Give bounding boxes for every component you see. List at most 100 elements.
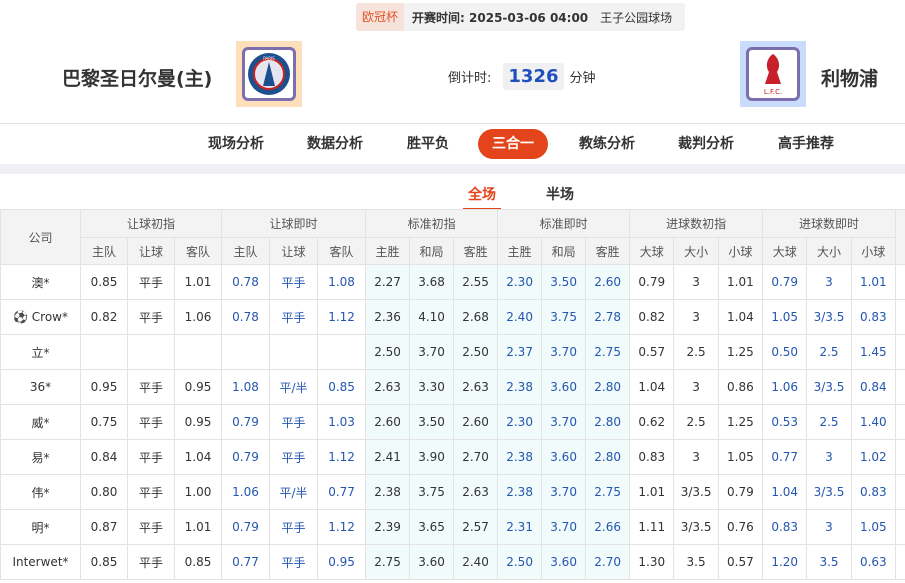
table-row[interactable]: 澳* 0.85 平手 1.01 0.78 平手 1.08 2.27 3.68 2.55 2.30 3.… <box>0 264 905 300</box>
company-header: 公司 <box>0 209 81 265</box>
odds-cell: 1.05 <box>850 509 896 545</box>
tab-data-analysis[interactable]: 数据分析 <box>307 136 363 152</box>
group-header: 让球即时 <box>221 209 367 238</box>
odds-cell: 0.83 <box>762 509 808 545</box>
odds-cell: 3.30 <box>409 369 454 405</box>
table-row[interactable]: Interwet* 0.85 平手 0.85 0.77 平手 0.95 2.75 3.60 2.4… <box>0 544 905 580</box>
odds-cell: 3.75 <box>409 474 454 510</box>
odds-cell: 3/3.5 <box>806 474 852 510</box>
odds-cell: 0.86 <box>717 369 764 405</box>
tab-expert-picks[interactable]: 高手推荐 <box>778 136 834 152</box>
table-row[interactable]: ⚽ Crow* 0.82 平手 1.06 0.78 平手 1.12 2.36 4.10 2.68 2… <box>0 299 905 335</box>
odds-cell: 1.04 <box>717 299 764 335</box>
odds-cell: 1.06 <box>173 299 223 335</box>
odds-cell: 0.95 <box>173 369 223 405</box>
odds-cell: 3.60 <box>541 369 586 405</box>
company-name: 36* <box>29 380 52 394</box>
tab-three-in-one[interactable]: 三合一 <box>478 129 548 159</box>
company-cell[interactable]: 立* <box>0 334 81 370</box>
odds-cell <box>173 334 223 370</box>
sub-header: 客胜 <box>585 237 631 265</box>
odds-cell: 0.79 <box>221 404 271 440</box>
sub-header: 主胜 <box>497 237 543 265</box>
odds-cell: 平手 <box>127 474 175 510</box>
group-header: 进球数初指 <box>629 209 764 238</box>
odds-cell: 1.02 <box>850 439 896 475</box>
odds-cell: 1.40 <box>850 404 896 440</box>
competition-badge[interactable]: 欧冠杯 <box>356 3 405 31</box>
odds-cell: 3 <box>673 369 719 405</box>
odds-cell: 2.38 <box>497 474 543 510</box>
odds-cell: 2.40 <box>497 299 543 335</box>
table-row[interactable]: 威* 0.75 平手 0.95 0.79 平手 1.03 2.60 3.50 2.60 2.30 3.… <box>0 404 905 440</box>
company-cell[interactable]: Interwet* <box>0 544 81 580</box>
extra-column <box>894 209 905 265</box>
odds-cell: 3 <box>673 264 719 300</box>
psg-crest-icon: PARIS <box>248 53 290 95</box>
sub-header: 和局 <box>409 237 454 265</box>
tab-win-draw-loss[interactable]: 胜平负 <box>407 136 449 152</box>
odds-cell: 0.79 <box>221 509 271 545</box>
odds-cell: 2.60 <box>453 404 499 440</box>
company-cell[interactable]: ⚽ Crow* <box>0 299 81 335</box>
odds-cell: 平手 <box>127 264 175 300</box>
subtab-full-time[interactable]: 全场 <box>463 184 501 211</box>
odds-cell: 1.20 <box>762 544 808 580</box>
sub-header: 让球 <box>269 237 318 265</box>
odds-cell: 平手 <box>269 299 318 335</box>
odds-cell: 0.77 <box>221 544 271 580</box>
company-cell[interactable]: 伟* <box>0 474 81 510</box>
odds-cell: 2.31 <box>497 509 543 545</box>
table-row[interactable]: 易* 0.84 平手 1.04 0.79 平手 1.12 2.41 3.90 2.70 2.38 3.… <box>0 439 905 475</box>
away-team-name[interactable]: 利物浦 <box>821 68 879 90</box>
odds-cell: 0.82 <box>80 299 128 335</box>
table-row[interactable]: 36* 0.95 平手 0.95 1.08 平/半 0.85 2.63 3.30 2.63 2.38… <box>0 369 905 405</box>
odds-cell: 3/3.5 <box>673 509 719 545</box>
odds-cell: 0.82 <box>629 299 675 335</box>
tab-referee-analysis[interactable]: 裁判分析 <box>678 136 734 152</box>
sub-header: 大小 <box>806 237 852 265</box>
subtab-half-time[interactable]: 半场 <box>546 187 574 203</box>
company-cell[interactable]: 威* <box>0 404 81 440</box>
odds-cell: 0.77 <box>317 474 367 510</box>
table-row[interactable]: 立* 2.50 3.70 2.50 2.37 3.70 2.75 0.57 2.5 1.25 0.5… <box>0 334 905 370</box>
odds-cell: 3.50 <box>409 404 454 440</box>
odds-cell <box>317 334 367 370</box>
sub-header: 大球 <box>629 237 675 265</box>
away-team-logo[interactable]: L.F.C. <box>740 41 806 107</box>
table-row[interactable]: 明* 0.87 平手 1.01 0.79 平手 1.12 2.39 3.65 2.57 2.31 3.… <box>0 509 905 545</box>
odds-cell: 3.5 <box>806 544 852 580</box>
odds-cell: 1.01 <box>173 264 223 300</box>
company-cell[interactable]: 澳* <box>0 264 81 300</box>
tab-live-analysis[interactable]: 现场分析 <box>208 136 264 152</box>
company-cell[interactable]: 明* <box>0 509 81 545</box>
venue: 王子公园球场 <box>600 10 673 25</box>
analysis-nav: 现场分析 数据分析 胜平负 三合一 教练分析 裁判分析 高手推荐 <box>0 129 905 159</box>
odds-cell: 平/半 <box>269 474 318 510</box>
table-row[interactable]: 伟* 0.80 平手 1.00 1.06 平/半 0.77 2.38 3.75 2.63 2.38 3… <box>0 474 905 510</box>
odds-cell: 2.37 <box>497 334 543 370</box>
odds-cell: 3.65 <box>409 509 454 545</box>
odds-cell: 2.80 <box>585 439 631 475</box>
odds-cell: 2.50 <box>497 544 543 580</box>
odds-cell: 1.12 <box>317 509 367 545</box>
countdown-label: 倒计时: <box>448 71 492 86</box>
odds-cell: 3/3.5 <box>806 299 852 335</box>
odds-cell: 0.87 <box>80 509 128 545</box>
odds-cell: 平手 <box>127 369 175 405</box>
odds-cell: 2.38 <box>497 439 543 475</box>
odds-cell: 2.5 <box>806 334 852 370</box>
odds-cell: 0.53 <box>762 404 808 440</box>
home-team-logo[interactable]: PARIS <box>236 41 302 107</box>
extra-cell <box>894 474 905 510</box>
company-cell[interactable]: 36* <box>0 369 81 405</box>
odds-cell: 3.70 <box>541 404 586 440</box>
odds-cell: 2.5 <box>806 404 852 440</box>
home-team-name[interactable]: 巴黎圣日尔曼(主) <box>62 68 213 90</box>
odds-cell: 2.78 <box>585 299 631 335</box>
odds-cell: 0.79 <box>629 264 675 300</box>
company-cell[interactable]: 易* <box>0 439 81 475</box>
odds-cell: 3.75 <box>541 299 586 335</box>
odds-cell: 0.57 <box>717 544 764 580</box>
tab-coach-analysis[interactable]: 教练分析 <box>579 136 635 152</box>
